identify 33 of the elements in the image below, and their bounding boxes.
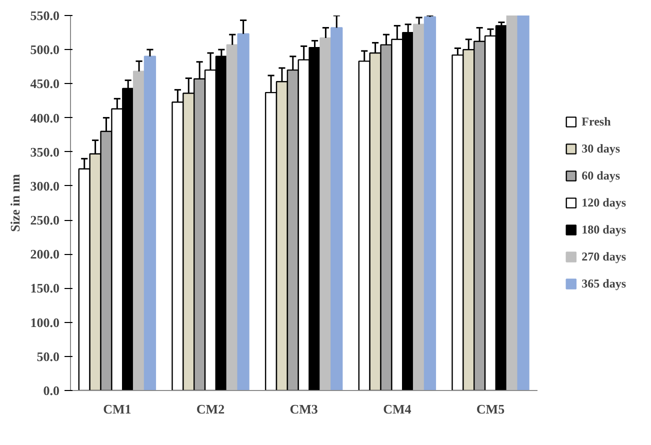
x-tick-label: CM5 <box>476 402 506 416</box>
y-tick-label: 400.0 <box>30 110 60 126</box>
legend-label: 270 days <box>582 249 626 264</box>
bar <box>412 24 426 390</box>
y-tick-label: 350.0 <box>30 144 60 160</box>
legend-label: 365 days <box>582 276 626 291</box>
x-tick-label: CM1 <box>103 402 132 416</box>
legend-label: 180 days <box>582 222 626 237</box>
y-tick-label: 200.0 <box>30 246 60 262</box>
bar <box>320 37 332 390</box>
y-tick-label: 250.0 <box>30 212 60 228</box>
legend-label: Fresh <box>582 114 611 129</box>
y-axis-title: Size in nm <box>7 174 22 232</box>
y-tick-label: 450.0 <box>30 76 60 92</box>
y-tick-label: 150.0 <box>30 280 60 296</box>
y-tick-label: 50.0 <box>36 348 60 364</box>
x-tick-label: CM4 <box>383 402 412 416</box>
x-tick-label: CM3 <box>290 402 318 416</box>
bar <box>144 56 156 390</box>
y-tick-label: 500.0 <box>30 42 60 58</box>
y-tick-label: 550.0 <box>30 8 60 23</box>
bar <box>237 33 250 390</box>
bar <box>517 16 530 390</box>
x-tick-label: CM2 <box>196 402 225 416</box>
legend-label: 60 days <box>582 168 620 183</box>
legend-label: 30 days <box>582 141 620 156</box>
bar <box>330 27 343 390</box>
bar <box>132 70 146 390</box>
legend-label: 120 days <box>582 195 626 210</box>
y-tick-label: 300.0 <box>30 178 60 194</box>
y-tick-label: 0.0 <box>43 383 60 398</box>
bar <box>424 16 436 390</box>
y-tick-label: 100.0 <box>30 314 60 330</box>
